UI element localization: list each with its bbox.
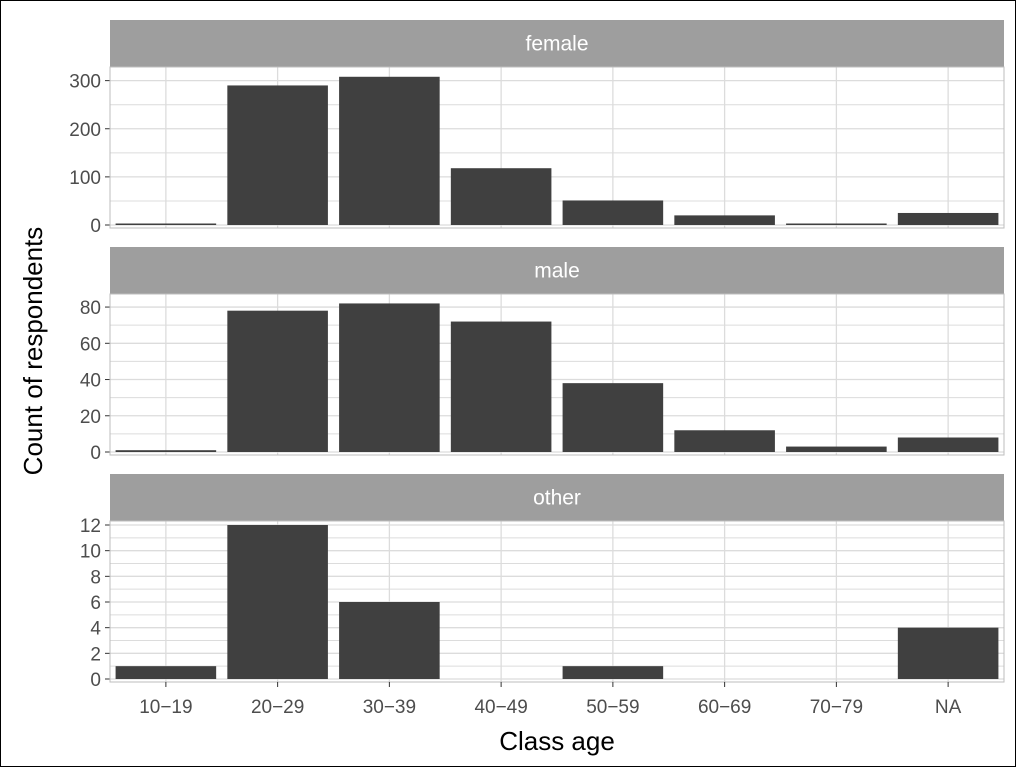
facet-strip-label: male xyxy=(534,260,580,283)
bar-female-4 xyxy=(562,200,664,225)
y-tick-label: 4 xyxy=(90,619,101,640)
bar-female-7 xyxy=(897,212,999,225)
x-tick-label: 30−39 xyxy=(363,697,416,718)
bar-male-1 xyxy=(227,310,328,452)
x-tick-label: 70−79 xyxy=(810,697,863,718)
y-tick-label: 100 xyxy=(69,168,101,189)
y-tick-label: 80 xyxy=(80,298,101,319)
bar-male-3 xyxy=(450,321,552,452)
y-tick-label: 300 xyxy=(69,72,101,93)
x-tick-label: 10−19 xyxy=(139,697,192,718)
y-tick-label: 0 xyxy=(90,443,101,464)
x-tick-label: 40−49 xyxy=(474,697,527,718)
x-axis-title: Class age xyxy=(499,726,615,756)
bar-female-3 xyxy=(450,168,552,225)
bar-other-1 xyxy=(227,525,328,679)
x-tick-label: 60−69 xyxy=(698,697,751,718)
bar-female-6 xyxy=(786,223,887,225)
facet-strip-other xyxy=(110,474,1004,521)
y-tick-label: 40 xyxy=(80,371,101,392)
facet-strip-label: female xyxy=(525,33,588,56)
y-tick-label: 20 xyxy=(80,407,101,428)
bar-female-5 xyxy=(674,215,775,225)
y-tick-label: 10 xyxy=(80,542,101,563)
y-tick-label: 6 xyxy=(90,593,101,614)
bar-female-2 xyxy=(339,76,440,226)
bar-male-5 xyxy=(674,430,775,452)
y-tick-label: 8 xyxy=(90,567,101,588)
y-tick-label: 0 xyxy=(90,670,101,691)
y-tick-label: 60 xyxy=(80,334,101,355)
bar-other-4 xyxy=(562,666,664,679)
panel-border xyxy=(109,293,1005,456)
y-axis-title: Count of respondents xyxy=(18,227,48,476)
panel-border xyxy=(109,520,1005,683)
bar-female-1 xyxy=(227,85,328,225)
x-tick-label: 50−59 xyxy=(586,697,639,718)
x-tick-label: 20−29 xyxy=(251,697,304,718)
panel-border xyxy=(109,66,1005,229)
bar-other-7 xyxy=(897,627,999,679)
bar-male-7 xyxy=(897,437,999,452)
y-tick-label: 12 xyxy=(80,516,101,537)
facet-strip-male xyxy=(110,247,1004,294)
bar-male-4 xyxy=(562,383,664,452)
bar-other-2 xyxy=(339,602,440,679)
facet-strip-female xyxy=(110,20,1004,67)
bar-male-2 xyxy=(339,303,440,452)
bar-male-0 xyxy=(115,450,217,452)
y-tick-label: 0 xyxy=(90,216,101,237)
bar-other-0 xyxy=(115,666,217,679)
bar-male-6 xyxy=(786,446,887,452)
bar-female-0 xyxy=(115,223,217,225)
y-tick-label: 200 xyxy=(69,120,101,141)
x-tick-label: NA xyxy=(935,697,962,718)
facet-strip-label: other xyxy=(533,487,581,510)
y-tick-label: 2 xyxy=(90,644,101,665)
